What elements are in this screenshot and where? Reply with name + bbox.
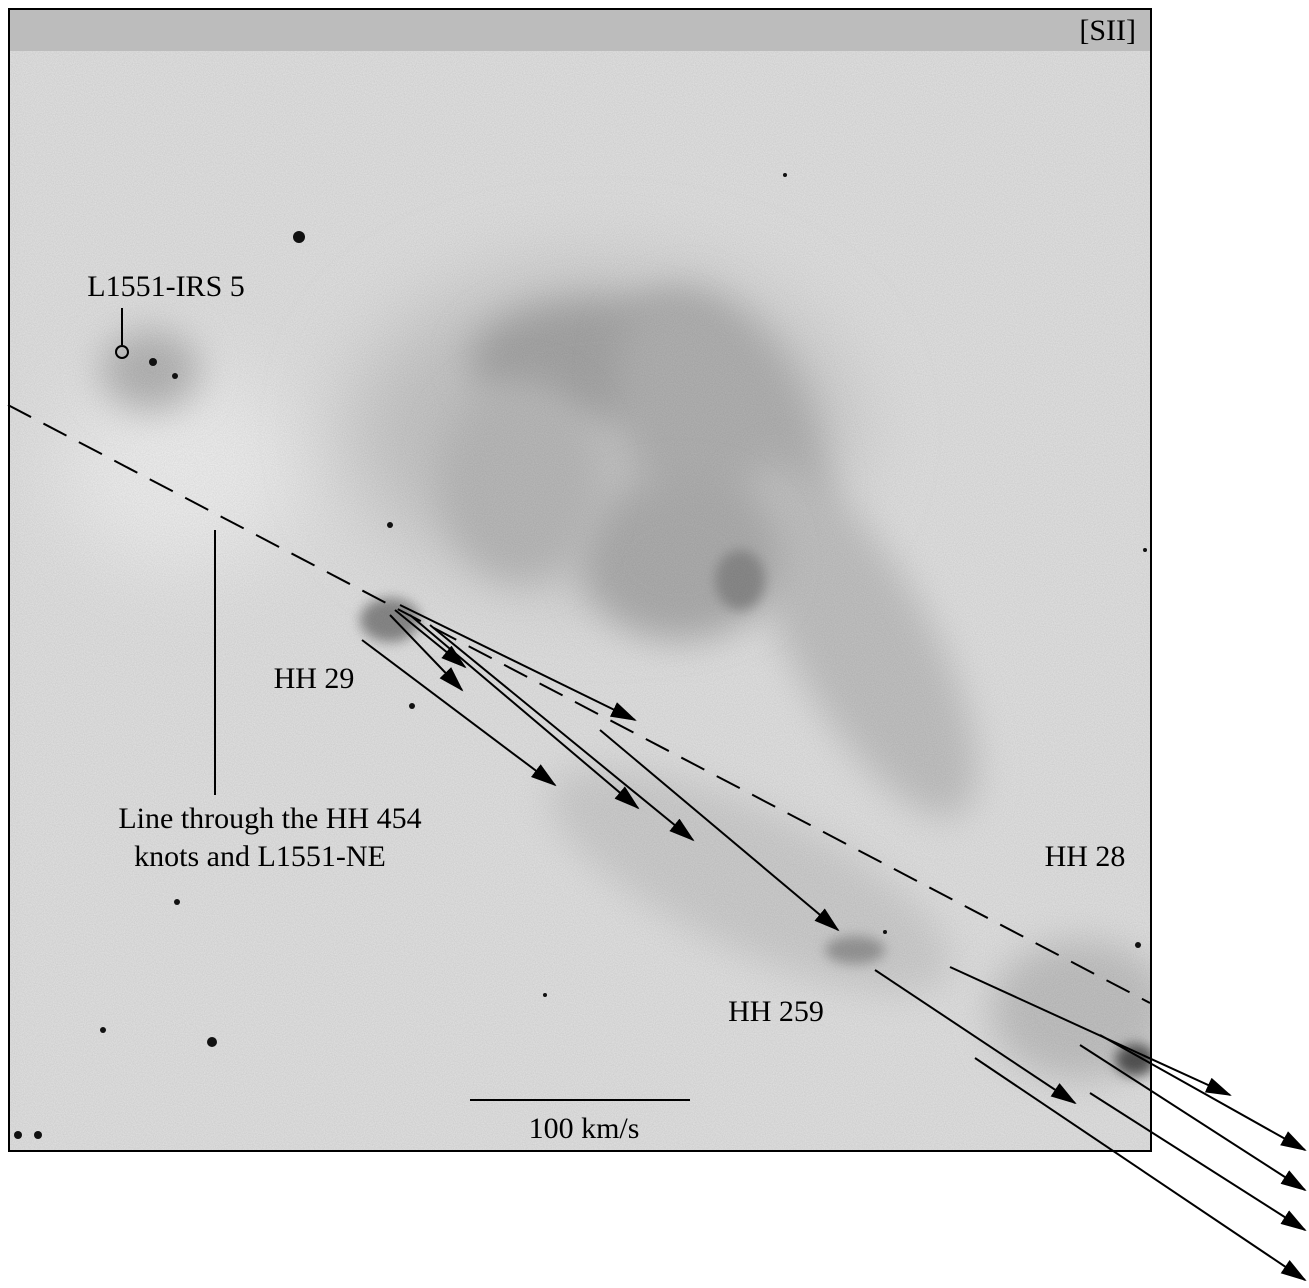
source-label: L1551-IRS 5 — [87, 270, 245, 303]
hh28-label: HH 28 — [1045, 840, 1126, 873]
line-note: Line through the HH 454 — [118, 802, 421, 835]
arrow — [1090, 1093, 1305, 1230]
sky-image — [9, 9, 1170, 1151]
hh29-label: HH 29 — [274, 662, 355, 695]
line-note: knots and L1551-NE — [134, 840, 386, 873]
figure: [SII] L1551-IRS 5 HH 29 HH 28 HH 259 Lin… — [0, 0, 1309, 1288]
scale-label: 100 km/s — [529, 1112, 640, 1145]
filter-label: [SII] — [1079, 14, 1136, 47]
hh259-label: HH 259 — [728, 995, 824, 1028]
page: [SII] L1551-IRS 5 HH 29 HH 28 HH 259 Lin… — [0, 0, 1309, 1288]
